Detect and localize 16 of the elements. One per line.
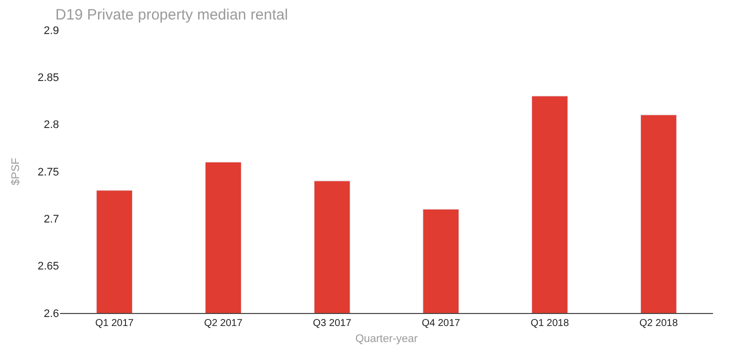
- x-tick-label: Q3 2017: [312, 318, 352, 329]
- x-tick-label: Q1 2017: [95, 318, 134, 329]
- x-tick-label: Q4 2017: [422, 318, 461, 329]
- y-tick-label: 2.6: [44, 308, 59, 320]
- y-tick-label: 2.85: [38, 72, 59, 84]
- y-tick-label: 2.7: [44, 214, 59, 226]
- x-tick-label: Q1 2018: [530, 318, 570, 329]
- y-tick-label: 2.9: [44, 24, 59, 37]
- x-tick-label: Q2 2017: [204, 318, 243, 329]
- y-tick-label: 2.65: [38, 260, 59, 273]
- chart-title: D19 Private property median rental: [55, 6, 288, 24]
- x-axis-title: Quarter-year: [355, 333, 418, 346]
- y-axis-title: $PSF: [10, 157, 22, 186]
- y-tick-label: 2.8: [44, 119, 59, 132]
- y-tick-label: 2.75: [38, 166, 59, 178]
- x-tick-label: Q2 2018: [639, 318, 678, 329]
